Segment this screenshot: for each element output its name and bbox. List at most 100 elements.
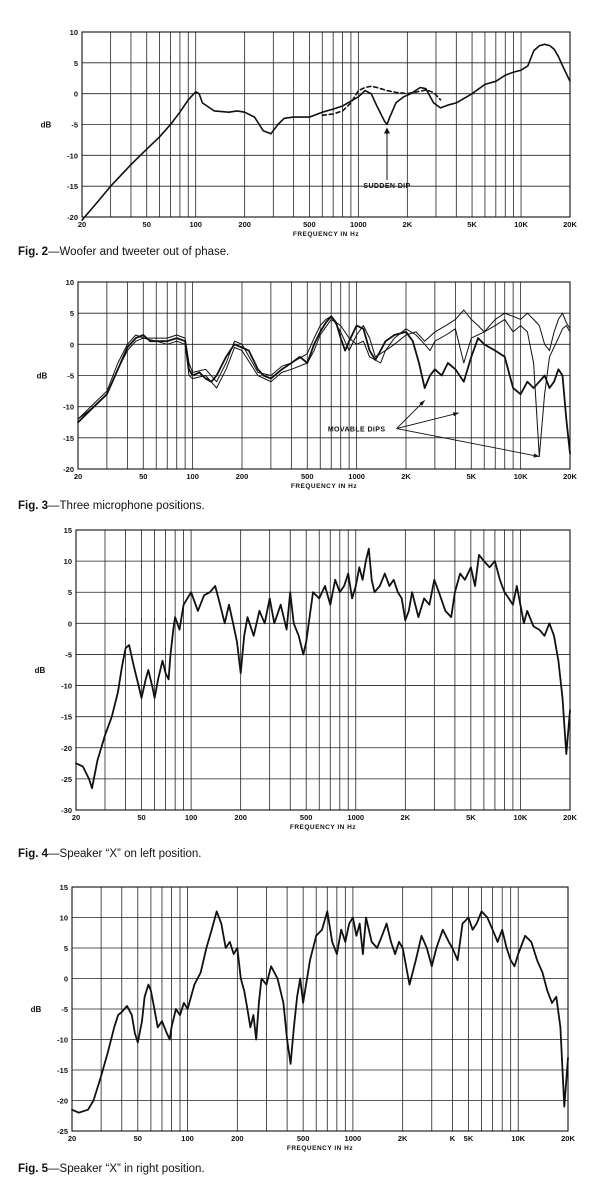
- plot-frame: [81, 31, 571, 218]
- x-tick-label: 20K: [561, 1134, 575, 1143]
- x-tick-label: 200: [236, 472, 249, 481]
- x-tick-label: 10K: [514, 472, 528, 481]
- chart-fig4: 20 50 100 200 500 1000 2K 5K 10K 20K151050-5-10-1…: [35, 526, 578, 831]
- series-line-3: [77, 309, 571, 420]
- y-axis-label: dB: [41, 121, 52, 130]
- x-tick-label: 500: [301, 472, 314, 481]
- series-line-1: [77, 315, 571, 455]
- caption-fig5: Fig. 5—Speaker “X” in right position.: [18, 1163, 205, 1175]
- caption-fig5-label: Fig. 5: [18, 1163, 49, 1175]
- y-tick-label: 10: [70, 28, 78, 37]
- y-tick-label: -15: [61, 713, 72, 722]
- y-tick-label: -20: [57, 1097, 68, 1106]
- caption-fig2-text: —Woofer and tweeter out of phase.: [48, 246, 230, 258]
- x-tick-label: 100: [189, 220, 202, 229]
- y-axis-label: dB: [35, 666, 46, 675]
- x-tick-label: 1000: [348, 472, 365, 481]
- x-tick-label: 2K: [401, 813, 411, 822]
- chart-fig5: 20 50 100 200 500 1000 2K K 5K 10K 20K151050-5-10-…: [31, 883, 576, 1152]
- x-tick-label: 200: [231, 1134, 244, 1143]
- series-line-1: [81, 43, 571, 221]
- chart-fig3: 20 50 100 200 500 1000 2K 5K 10K 20K1050-5-10-15-…: [37, 278, 578, 490]
- plot-frame: [75, 529, 571, 811]
- y-tick-label: 5: [70, 309, 74, 318]
- x-tick-label: 500: [297, 1134, 310, 1143]
- annotation-label: SUDDEN DIP: [363, 183, 410, 190]
- y-tick-label: 0: [68, 619, 72, 628]
- x-tick-label: 500: [303, 220, 316, 229]
- caption-fig2: Fig. 2—Woofer and tweeter out of phase.: [18, 246, 229, 258]
- x-tick-label: 200: [238, 220, 251, 229]
- y-axis-label: dB: [31, 1005, 42, 1014]
- x-tick-label: 20: [78, 220, 86, 229]
- x-axis-label: FREQUENCY IN Hz: [290, 824, 356, 831]
- x-tick-label: 100: [186, 472, 199, 481]
- series-line-2: [77, 315, 571, 457]
- y-tick-label: -10: [57, 1036, 68, 1045]
- caption-fig5-text: —Speaker “X” in right position.: [48, 1163, 205, 1175]
- y-tick-label: 5: [68, 588, 72, 597]
- x-tick-label: 50: [134, 1134, 142, 1143]
- caption-fig4: Fig. 4—Speaker “X” on left position.: [18, 848, 201, 860]
- x-tick-label: 500: [300, 813, 313, 822]
- x-tick-label: 20: [72, 813, 80, 822]
- annotation-label: MOVABLE DIPS: [328, 427, 386, 434]
- x-tick-label: 50: [137, 813, 145, 822]
- x-tick-label: 100: [181, 1134, 194, 1143]
- x-tick-label: 100: [185, 813, 198, 822]
- caption-fig2-label: Fig. 2: [18, 246, 49, 258]
- y-tick-label: -20: [61, 744, 72, 753]
- x-tick-label: 5K: [464, 1134, 474, 1143]
- x-tick-label: 20K: [563, 472, 577, 481]
- x-tick-label: 5K: [467, 220, 477, 229]
- x-tick-label: 1000: [350, 220, 367, 229]
- y-tick-label: 0: [70, 340, 74, 349]
- y-tick-label: -10: [67, 151, 78, 160]
- y-tick-label: -5: [65, 650, 72, 659]
- annotation-arrowhead: [384, 127, 391, 134]
- x-tick-label: K: [450, 1134, 456, 1143]
- y-tick-label: -25: [57, 1127, 68, 1136]
- y-tick-label: 5: [74, 59, 78, 68]
- y-tick-label: -10: [63, 403, 74, 412]
- x-axis-label: FREQUENCY IN Hz: [293, 231, 359, 238]
- caption-fig3-text: —Three microphone positions.: [48, 500, 205, 512]
- plot-frame: [71, 886, 569, 1132]
- x-tick-label: 1000: [345, 1134, 362, 1143]
- annotation-arrow: [396, 428, 540, 457]
- x-axis-label: FREQUENCY IN Hz: [287, 1145, 353, 1152]
- y-tick-label: -5: [61, 1005, 68, 1014]
- y-tick-label: 10: [60, 914, 68, 923]
- x-tick-label: 50: [139, 472, 147, 481]
- x-tick-label: 20: [68, 1134, 76, 1143]
- x-tick-label: 2K: [398, 1134, 408, 1143]
- y-tick-label: -5: [67, 372, 74, 381]
- caption-fig4-text: —Speaker “X” on left position.: [48, 848, 202, 860]
- chart-fig2: 20 50 100 200 500 1000 2K 5K 10K 20K1050-5-10-15-…: [41, 28, 578, 238]
- y-tick-label: -30: [61, 806, 72, 815]
- annotation-arrow: [396, 412, 459, 430]
- x-tick-label: 5K: [466, 813, 476, 822]
- y-tick-label: -15: [63, 434, 74, 443]
- y-tick-label: -15: [57, 1066, 68, 1075]
- x-tick-label: 1000: [347, 813, 364, 822]
- x-tick-label: 10K: [511, 1134, 525, 1143]
- annotation-arrow: [396, 400, 426, 429]
- annotation-arrowhead: [533, 453, 540, 458]
- y-tick-label: -20: [63, 465, 74, 474]
- series-line-1: [75, 547, 571, 790]
- x-tick-label: 10K: [514, 813, 528, 822]
- caption-fig3-label: Fig. 3: [18, 500, 49, 512]
- caption-fig4-label: Fig. 4: [18, 848, 49, 860]
- y-tick-label: -10: [61, 682, 72, 691]
- y-axis-label: dB: [37, 372, 48, 381]
- plot-frame: [77, 281, 571, 470]
- x-tick-label: 5K: [466, 472, 476, 481]
- y-tick-label: -25: [61, 775, 72, 784]
- y-tick-label: 0: [64, 975, 68, 984]
- x-tick-label: 10K: [514, 220, 528, 229]
- annotation-arrowhead: [452, 412, 459, 417]
- x-tick-label: 2K: [403, 220, 413, 229]
- x-tick-label: 2K: [401, 472, 411, 481]
- y-tick-label: -5: [71, 121, 78, 130]
